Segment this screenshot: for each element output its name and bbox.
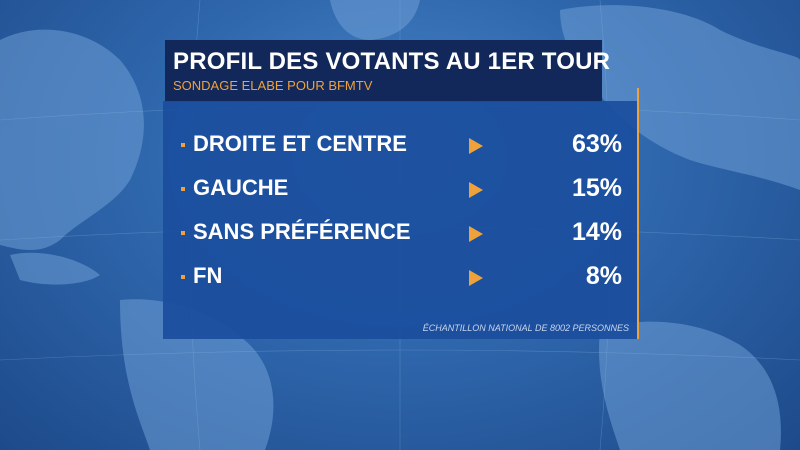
chart-subtitle: SONDAGE ELABE POUR BFMTV <box>173 78 373 93</box>
percentage-value: 15% <box>571 174 622 202</box>
results-panel: DROITE ET CENTRE 63% GAUCHE 15% SANS PRÉFÉRE… <box>163 101 637 339</box>
globe-grid-line <box>0 349 800 361</box>
percentage-value: 14% <box>571 218 622 246</box>
title-bar: PROFIL DES VOTANTS AU 1ER TOUR SONDAGE E… <box>165 40 610 102</box>
bullet-icon <box>181 275 185 279</box>
result-row: GAUCHE 15% <box>163 172 637 206</box>
accent-divider <box>637 88 639 339</box>
greenland-landmass <box>330 0 420 40</box>
caribbean-landmass <box>10 252 100 285</box>
percentage-value: 8% <box>585 262 622 290</box>
result-row: FN 8% <box>163 260 637 294</box>
percentage-value: 63% <box>571 130 622 158</box>
europe-landmass <box>560 5 800 190</box>
category-label: GAUCHE <box>193 175 289 200</box>
africa-landmass <box>599 321 781 450</box>
play-arrow-icon <box>469 270 483 286</box>
category-label: DROITE ET CENTRE <box>193 131 407 156</box>
bullet-icon <box>181 143 185 147</box>
bullet-icon <box>181 187 185 191</box>
play-arrow-icon <box>469 226 483 242</box>
category-label: SANS PRÉFÉRENCE <box>193 219 411 244</box>
play-arrow-icon <box>469 182 483 198</box>
sample-footnote: ÉCHANTILLON NATIONAL DE 8002 PERSONNES <box>422 323 629 333</box>
play-arrow-icon <box>469 138 483 154</box>
result-row: DROITE ET CENTRE 63% <box>163 128 637 162</box>
north-america-landmass <box>0 29 144 250</box>
result-row: SANS PRÉFÉRENCE 14% <box>163 216 637 250</box>
category-label: FN <box>193 263 223 288</box>
bullet-icon <box>181 231 185 235</box>
chart-title: PROFIL DES VOTANTS AU 1ER TOUR <box>173 48 611 75</box>
